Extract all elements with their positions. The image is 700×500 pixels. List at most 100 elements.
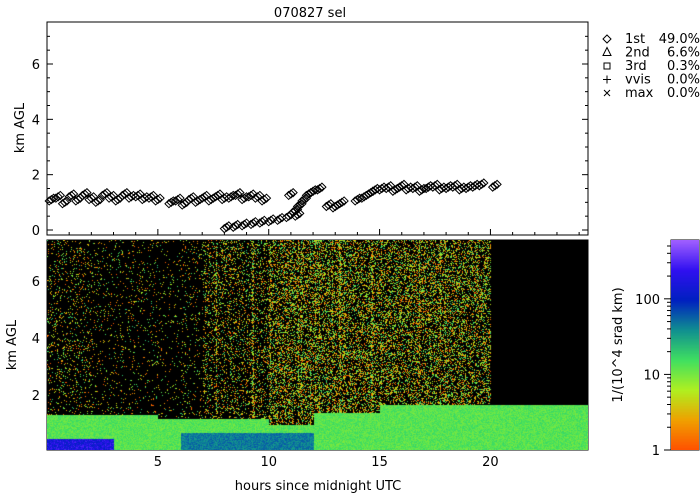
- diamond-marker: [283, 190, 294, 201]
- x-tick-label: 5: [154, 455, 162, 470]
- legend-label: 2nd: [625, 46, 650, 61]
- diamond-marker: [381, 183, 391, 194]
- diamond-marker: [295, 208, 305, 219]
- diamond-marker: [259, 194, 269, 205]
- legend-label: vvis: [625, 73, 651, 88]
- diamond-marker: [366, 187, 376, 198]
- diamond-marker: [91, 197, 101, 208]
- y-tick-label: 2: [32, 169, 40, 184]
- diamond-marker: [71, 196, 81, 206]
- diamond-marker: [232, 189, 243, 199]
- y-tick-label: 6: [32, 58, 40, 73]
- diamond-marker: [117, 190, 128, 201]
- diamond-marker: [312, 185, 323, 195]
- diamond-marker: [57, 199, 68, 209]
- diamond-marker: [104, 193, 114, 203]
- diamond-marker: [414, 186, 425, 196]
- x-tick-label: 10: [260, 455, 277, 470]
- colorbar-gradient: [671, 240, 699, 450]
- diamond-marker: [248, 189, 258, 199]
- y-tick-label: 0: [32, 224, 40, 239]
- diamond-marker: [310, 185, 320, 195]
- x-axis-label: hours since midnight UTC: [235, 479, 401, 494]
- diamond-marker: [474, 181, 485, 191]
- diamond-marker: [297, 196, 307, 206]
- y-tick-label: 2: [32, 389, 40, 404]
- top-panel-frame: [46, 21, 589, 236]
- diamond-marker: [210, 192, 221, 202]
- diamond-marker: [111, 196, 121, 206]
- diamond-marker: [164, 199, 174, 209]
- legend-diamond-icon: [602, 34, 612, 44]
- diamond-marker: [226, 192, 236, 202]
- diamond-marker: [204, 196, 214, 206]
- diamond-marker: [95, 194, 105, 205]
- diamond-marker: [175, 193, 185, 203]
- diamond-marker: [357, 193, 367, 203]
- diamond-marker: [60, 197, 70, 208]
- diamond-marker: [321, 201, 332, 212]
- diamond-marker: [237, 194, 247, 205]
- diamond-marker: [487, 182, 498, 192]
- y-tick-label: 4: [32, 332, 40, 347]
- diamond-marker: [354, 193, 365, 203]
- diamond-marker: [306, 187, 316, 198]
- diamond-marker: [492, 179, 502, 190]
- diamond-marker: [246, 190, 256, 201]
- diamond-marker: [150, 196, 161, 206]
- diamond-marker: [153, 194, 163, 205]
- diamond-marker: [55, 190, 66, 201]
- diamond-marker: [394, 182, 405, 192]
- diamond-marker: [299, 194, 309, 205]
- diamond-marker: [206, 194, 216, 205]
- diamond-marker: [62, 196, 72, 206]
- diamond-marker: [197, 193, 207, 203]
- legend-value: 6.6%: [667, 46, 700, 61]
- diamond-marker: [77, 190, 88, 201]
- diamond-marker: [46, 194, 57, 205]
- diamond-marker: [248, 218, 258, 228]
- diamond-marker: [177, 200, 187, 210]
- diamond-marker: [261, 193, 272, 203]
- scatter-points: [44, 178, 502, 234]
- diamond-marker: [417, 185, 427, 195]
- legend-value: 0.3%: [667, 59, 700, 74]
- diamond-marker: [337, 197, 347, 208]
- diamond-marker: [168, 196, 179, 206]
- diamond-marker: [303, 189, 314, 199]
- diamond-marker: [308, 186, 318, 196]
- diamond-marker: [130, 192, 141, 202]
- diamond-marker: [419, 183, 429, 194]
- diamond-marker: [408, 183, 418, 194]
- legend-label: 1st: [625, 32, 645, 47]
- diamond-marker: [264, 216, 274, 227]
- diamond-marker: [230, 221, 241, 231]
- diamond-marker: [195, 194, 205, 205]
- colorbar-label: 1/(10^4 srad km): [611, 287, 626, 402]
- diamond-marker: [228, 222, 238, 232]
- diamond-marker: [228, 190, 238, 201]
- diamond-marker: [428, 182, 438, 192]
- diamond-marker: [255, 218, 265, 228]
- y-tick-label: 6: [32, 275, 40, 290]
- diamond-marker: [290, 205, 301, 216]
- diamond-marker: [330, 201, 340, 212]
- diamond-marker: [272, 215, 283, 226]
- diamond-marker: [173, 194, 183, 205]
- legend-label: 3rd: [625, 59, 647, 74]
- diamond-marker: [190, 197, 201, 208]
- diamond-marker: [352, 194, 363, 205]
- backscatter-heatmap: [47, 240, 588, 450]
- colorbar-tick-label: 10: [643, 368, 660, 383]
- diamond-marker: [208, 193, 218, 203]
- diamond-marker: [224, 193, 234, 203]
- diamond-marker: [390, 185, 400, 195]
- diamond-marker: [323, 200, 334, 210]
- diamond-marker: [301, 190, 312, 201]
- legend-value: 0.0%: [667, 86, 700, 101]
- legend-triangle-icon: [602, 46, 612, 56]
- diamond-marker: [334, 199, 345, 209]
- diamond-marker: [230, 190, 241, 201]
- diamond-marker: [361, 190, 371, 201]
